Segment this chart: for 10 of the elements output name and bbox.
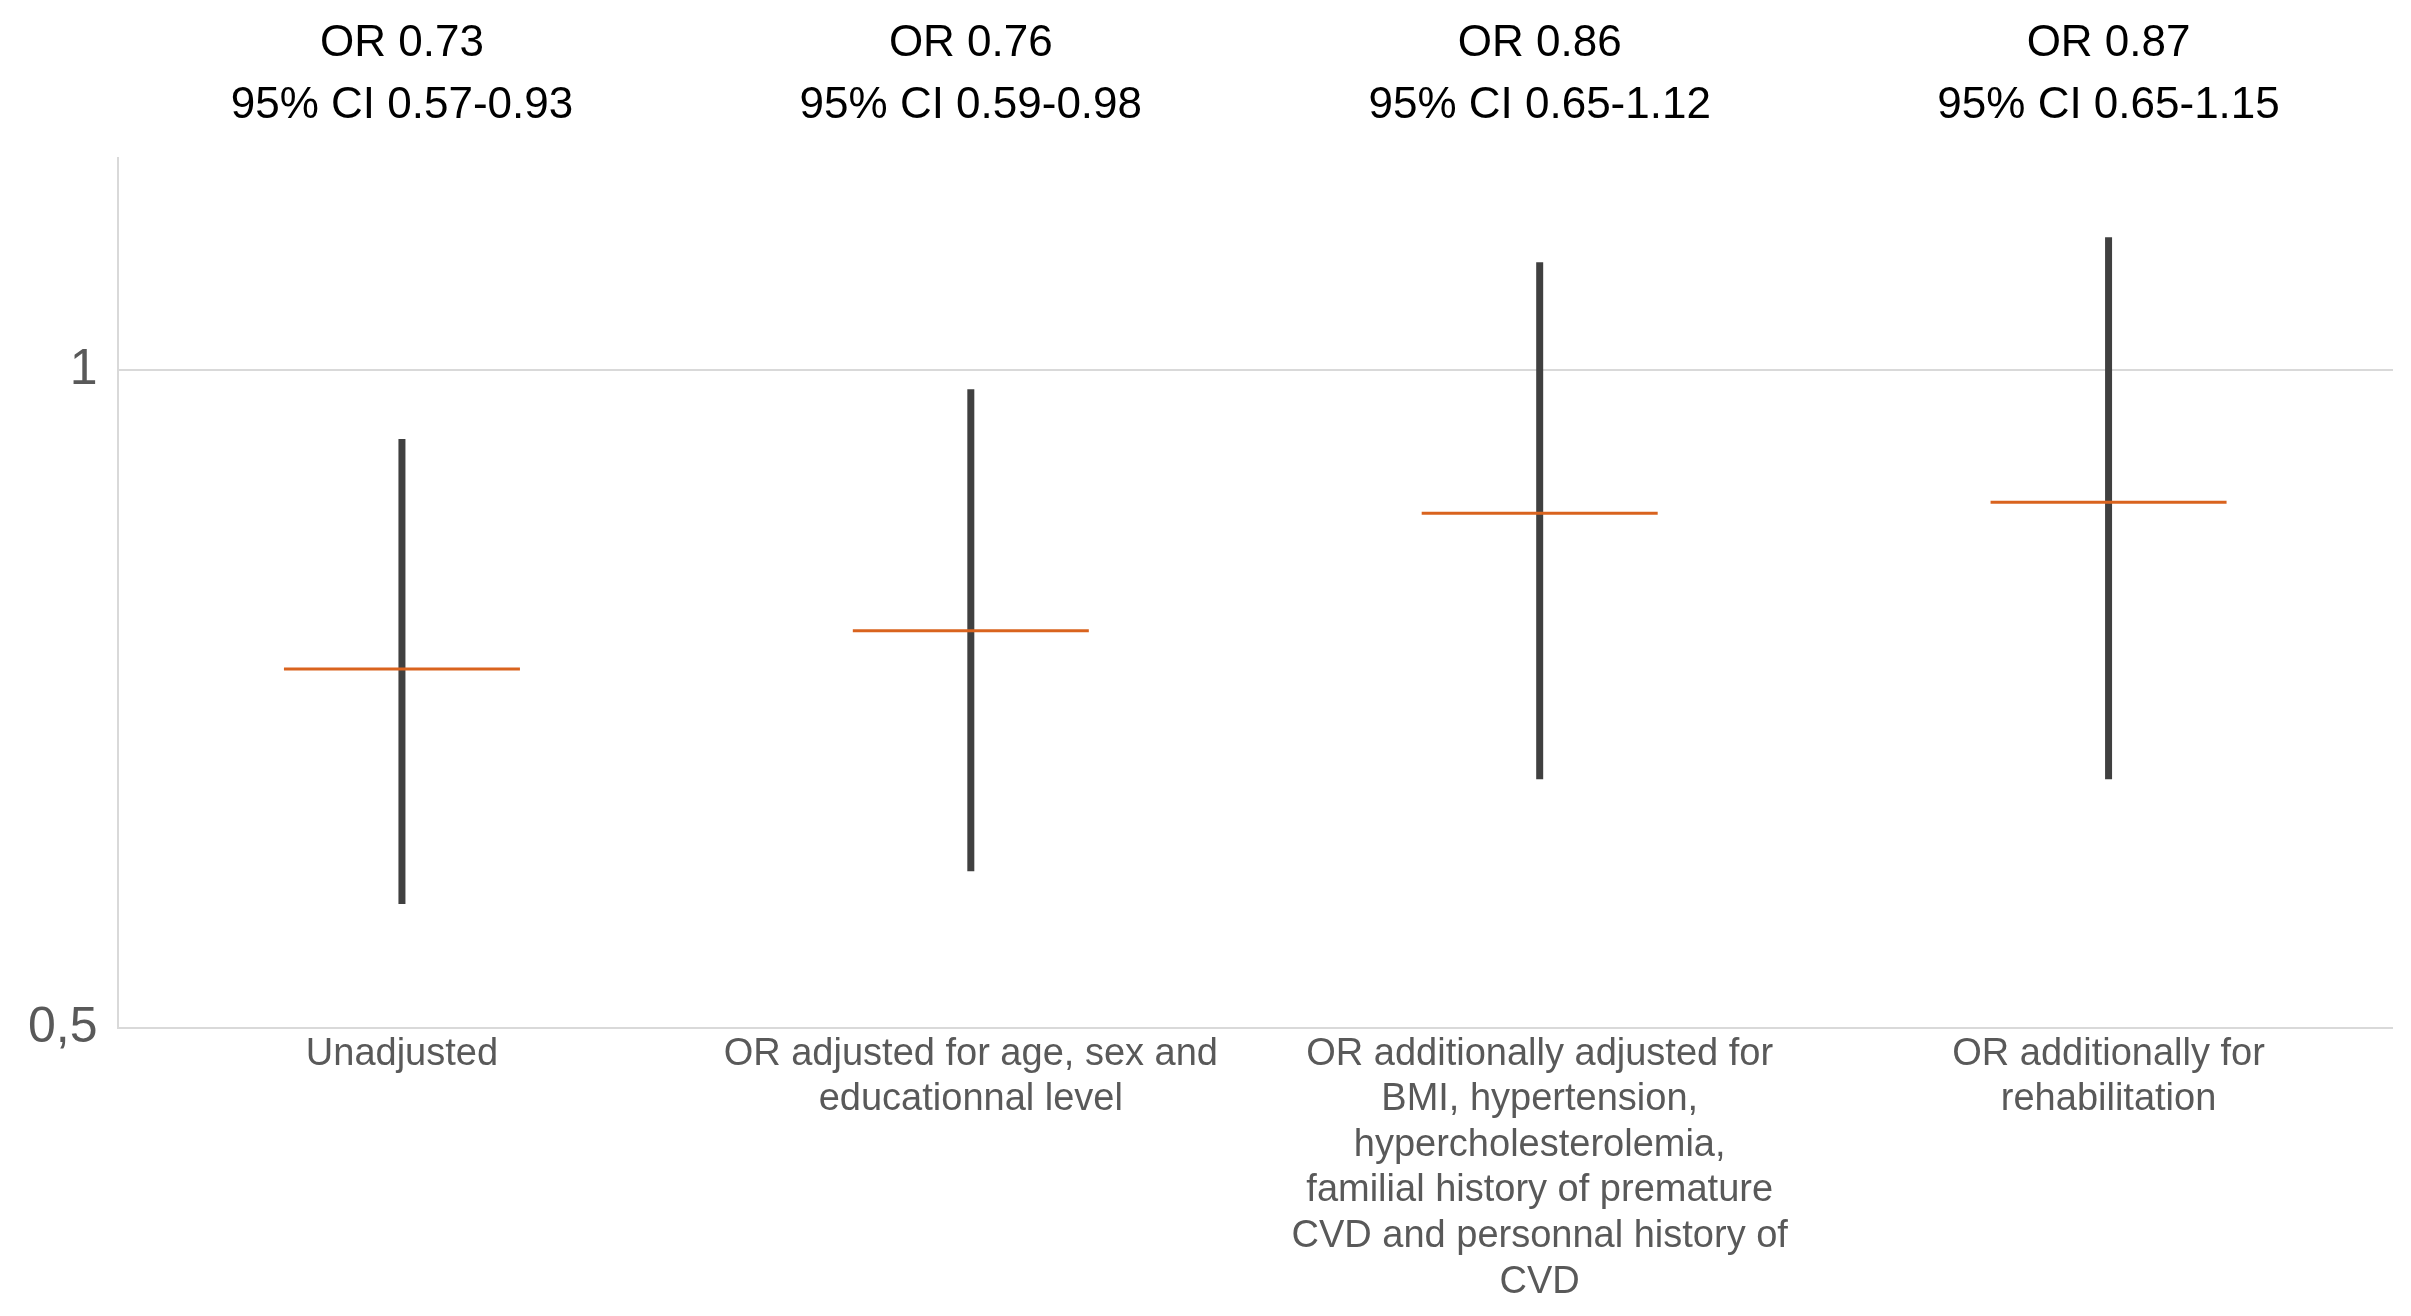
x-tick-label: Unadjusted <box>305 1030 499 1073</box>
x-tick-label: OR additionally for rehabilitation <box>1952 1030 2266 1119</box>
x-tick-label: OR adjusted for age, sex and educationnal level <box>723 1030 1218 1119</box>
text: OR 0.76 95% CI 0.59-0.98 <box>799 16 1143 128</box>
x-tick-label: OR additionally adjusted for BMI, hypertension, hypercholesterolemia, familial history of premature CVD and personnal history of CVD <box>1291 1030 1789 1301</box>
text: OR 0.73 95% CI 0.57-0.93 <box>230 16 574 128</box>
y-tick-label: 0,5 <box>27 997 98 1054</box>
text: OR 0.86 95% CI 0.65-1.12 <box>1368 16 1711 128</box>
y-tick-label: 1 <box>69 338 98 395</box>
text: OR 0.87 95% CI 0.65-1.15 <box>1937 16 2280 128</box>
